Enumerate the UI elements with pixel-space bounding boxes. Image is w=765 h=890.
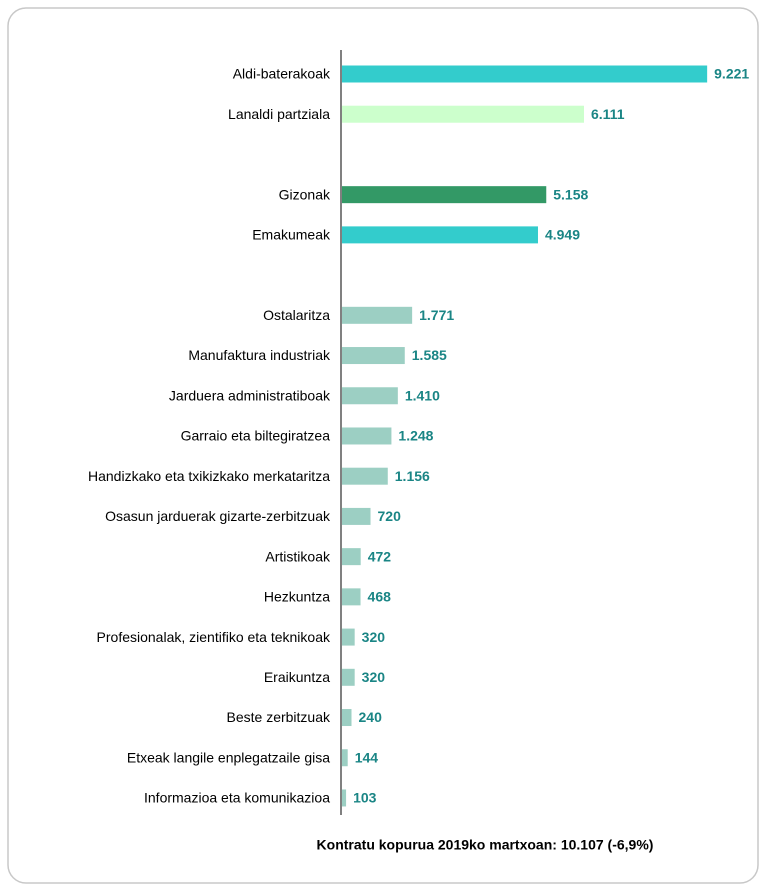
value-label: 320	[362, 629, 386, 645]
bar	[342, 628, 355, 646]
bar	[342, 306, 413, 324]
category-label: Garraio eta biltegiratzea	[181, 428, 331, 444]
category-label: Artistikoak	[265, 548, 331, 564]
value-label: 1.410	[405, 387, 440, 403]
bar	[342, 507, 371, 525]
value-label: 720	[378, 508, 402, 524]
bar	[342, 749, 348, 767]
category-label: Lanaldi partziala	[228, 106, 330, 122]
value-label: 468	[368, 589, 392, 605]
category-label: Aldi-baterakoak	[233, 66, 331, 82]
category-label: Gizonak	[279, 186, 331, 202]
value-label: 1.585	[412, 347, 447, 363]
category-label: Beste zerbitzuak	[227, 709, 331, 725]
value-label: 1.248	[398, 428, 433, 444]
value-label: 240	[359, 709, 383, 725]
bar	[342, 65, 708, 83]
bar	[342, 226, 538, 244]
bar	[342, 467, 388, 485]
bar	[342, 427, 392, 445]
value-label: 5.158	[553, 186, 588, 202]
category-label: Informazioa eta komunikazioa	[144, 790, 330, 806]
category-label: Profesionalak, zientifiko eta teknikoak	[97, 629, 331, 645]
bar	[342, 668, 355, 686]
category-label: Handizkako eta txikizkako merkataritza	[88, 468, 330, 484]
bar	[342, 387, 398, 405]
value-label: 9.221	[714, 66, 749, 82]
value-label: 1.771	[419, 307, 454, 323]
bar	[342, 186, 547, 204]
value-label: 1.156	[395, 468, 430, 484]
category-label: Emakumeak	[252, 227, 331, 243]
bar	[342, 347, 405, 365]
category-label: Ostalaritza	[263, 307, 330, 323]
value-label: 144	[355, 749, 379, 765]
panel	[7, 7, 759, 884]
value-label: 472	[368, 548, 392, 564]
bar	[342, 789, 347, 807]
value-label: 4.949	[545, 227, 580, 243]
value-label: 6.111	[591, 106, 625, 122]
category-label: Osasun jarduerak gizarte-zerbitzuak	[105, 508, 331, 524]
category-label: Manufaktura industriak	[188, 347, 331, 363]
value-label: 103	[353, 790, 377, 806]
bar	[342, 588, 361, 606]
annotation: Kontratu kopurua 2019ko martxoan: 10.107…	[317, 837, 654, 853]
bar	[342, 709, 352, 727]
category-label: Eraikuntza	[264, 669, 330, 685]
category-label: Hezkuntza	[264, 589, 330, 605]
bar	[342, 548, 361, 566]
category-label: Jarduera administratiboak	[169, 387, 331, 403]
category-label: Etxeak langile enplegatzaile gisa	[127, 749, 330, 765]
value-label: 320	[362, 669, 386, 685]
bar	[342, 105, 584, 123]
